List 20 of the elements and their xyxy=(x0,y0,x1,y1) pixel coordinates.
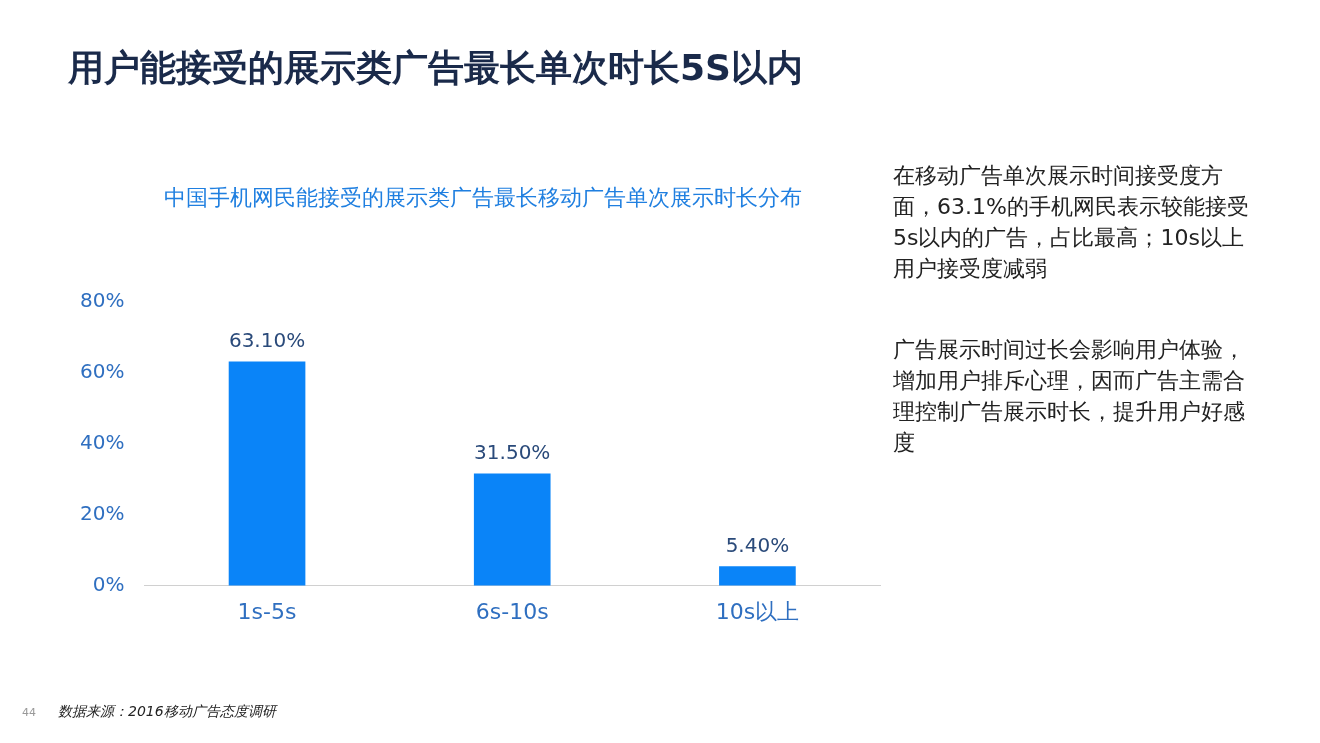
text: 广告展示时间过长会影响用户体验，增加用户排斥心理，因而广告主需合理控制广告展示时长，提升用户好感度 xyxy=(893,336,1246,457)
data-label: 31.50% xyxy=(474,440,551,465)
source-note: 数据来源：2016移动广告态度调研 xyxy=(58,703,276,721)
chart-subtitle: 中国手机网民能接受的展示类广告最长移动广告单次展示时长分布 xyxy=(162,184,803,212)
y-tick-label: 20% xyxy=(80,500,125,525)
x-tick-label: 1s-5s xyxy=(237,598,297,624)
y-tick-label: 60% xyxy=(80,359,125,384)
y-tick-label: 40% xyxy=(80,430,125,454)
text: 在移动广告单次展示时间接受度方面，63.1%的手机网民表示较能接受5s以内的广告，占比最高；10s以上用户接受度减弱 xyxy=(893,162,1250,283)
text: 44 xyxy=(22,706,36,719)
x-tick-label: 10s以上 xyxy=(715,598,800,624)
data-label: 5.40% xyxy=(725,532,790,557)
bar xyxy=(719,566,796,586)
bar xyxy=(228,361,306,586)
bar xyxy=(473,473,551,586)
chart-title: 用户能接受的展示类广告最长单次时长5S以内 xyxy=(68,46,803,90)
y-tick-label: 80% xyxy=(80,288,125,313)
y-tick-label: 0% xyxy=(92,571,125,596)
data-label: 63.10% xyxy=(228,328,306,353)
x-tick-label: 6s-10s xyxy=(475,598,549,624)
